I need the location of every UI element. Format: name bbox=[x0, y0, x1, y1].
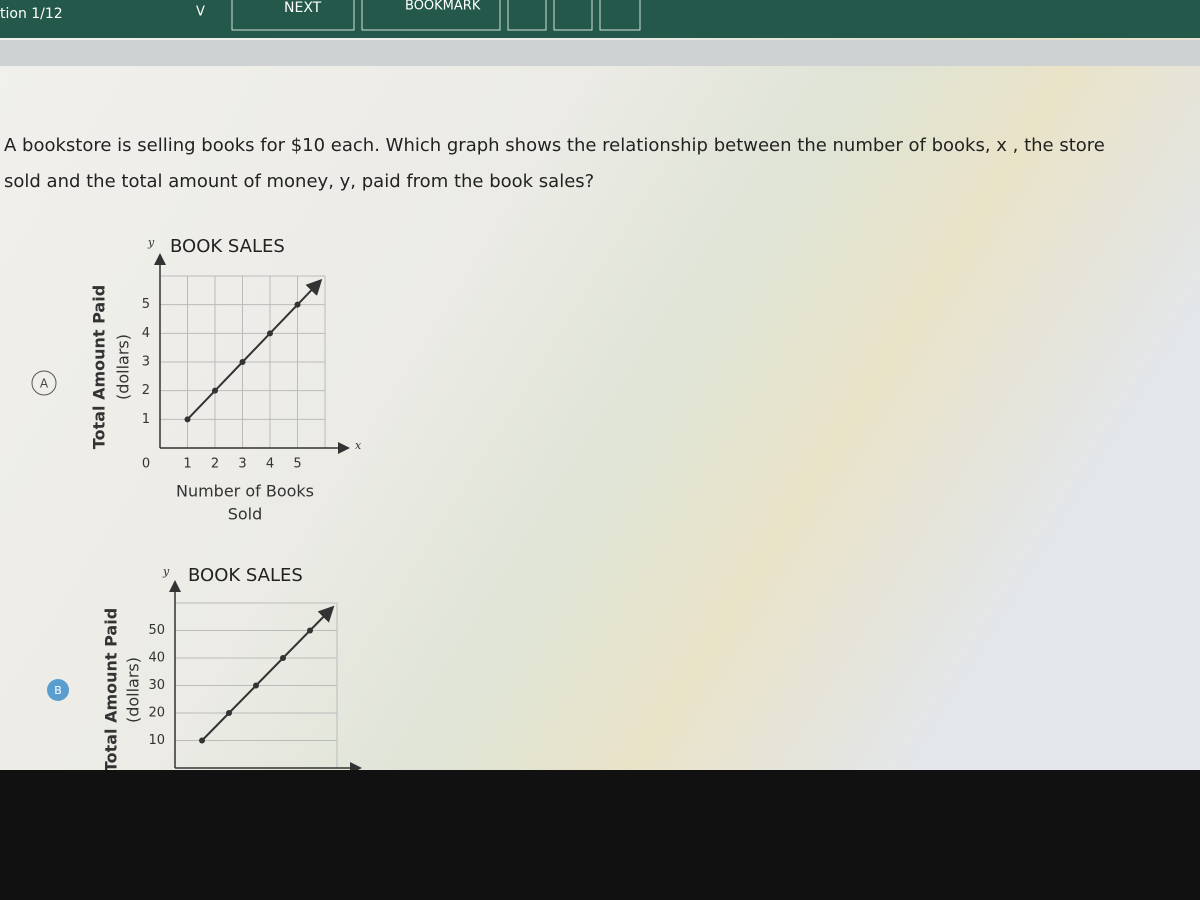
tool-button[interactable] bbox=[507, 0, 547, 31]
x-tick-label: 2 bbox=[211, 457, 219, 472]
data-point bbox=[239, 359, 246, 365]
chart-title: BOOK SALES bbox=[170, 236, 285, 257]
background bbox=[0, 0, 1200, 770]
y-tick-label: 2 bbox=[142, 383, 150, 398]
next-button[interactable] bbox=[231, 0, 355, 31]
question-counter: tion 1/12 bbox=[0, 6, 63, 22]
x-axis-label: Sold bbox=[228, 505, 263, 524]
tool-button[interactable] bbox=[599, 0, 641, 31]
x-tick-label: 1 bbox=[183, 457, 191, 472]
next-label[interactable]: NEXT bbox=[284, 0, 322, 16]
x-axis-name: x bbox=[355, 439, 362, 452]
line-arrow bbox=[296, 278, 323, 306]
y-tick-label: 30 bbox=[148, 678, 165, 693]
y-axis-label: (dollars) bbox=[114, 334, 133, 400]
option-label[interactable]: B bbox=[54, 684, 62, 697]
y-axis-name: y bbox=[162, 565, 170, 578]
bookmark-button[interactable] bbox=[361, 0, 501, 31]
chart-title: BOOK SALES bbox=[188, 565, 303, 586]
x-tick-label: 4 bbox=[266, 457, 274, 472]
dropdown[interactable]: V bbox=[196, 5, 205, 20]
y-axis-label: (dollars) bbox=[124, 657, 143, 723]
sub-bar bbox=[0, 40, 1200, 66]
data-point bbox=[294, 301, 301, 308]
data-point bbox=[184, 416, 191, 423]
y-tick-label: 40 bbox=[148, 651, 165, 666]
y-tick-label: 1 bbox=[142, 412, 150, 427]
y-axis-label: Total Amount Paid bbox=[90, 285, 109, 449]
y-axis-name: y bbox=[147, 236, 155, 249]
y-tick-label: 50 bbox=[148, 623, 165, 638]
line-arrow bbox=[309, 605, 335, 632]
x-tick-label: 0 bbox=[142, 457, 150, 472]
data-point bbox=[253, 682, 259, 689]
screen-bezel bbox=[0, 770, 1200, 900]
bookmark-label[interactable]: BOOKMARK bbox=[405, 0, 481, 14]
data-point bbox=[280, 655, 286, 661]
y-tick-label: 5 bbox=[142, 297, 150, 312]
y-tick-label: 3 bbox=[142, 355, 150, 370]
data-point bbox=[226, 710, 232, 716]
y-tick-label: 10 bbox=[148, 733, 165, 748]
question-line: sold and the total amount of money, y, p… bbox=[4, 171, 594, 192]
option-radio[interactable] bbox=[31, 370, 57, 396]
x-axis-label: Number of Books bbox=[176, 482, 314, 501]
data-point bbox=[267, 330, 273, 337]
y-tick-label: 4 bbox=[142, 326, 150, 341]
y-axis-label: Total Amount Paid bbox=[102, 608, 121, 772]
data-point bbox=[212, 387, 218, 394]
option-label[interactable]: A bbox=[40, 377, 49, 391]
data-point bbox=[199, 737, 205, 744]
x-tick-label: 5 bbox=[293, 457, 301, 472]
y-tick-label: 20 bbox=[148, 706, 165, 721]
option-radio[interactable] bbox=[47, 679, 69, 701]
question-line: A bookstore is selling books for $10 eac… bbox=[4, 135, 1105, 156]
x-tick-label: 3 bbox=[238, 457, 246, 472]
tool-button[interactable] bbox=[553, 0, 593, 31]
data-point bbox=[307, 627, 313, 634]
